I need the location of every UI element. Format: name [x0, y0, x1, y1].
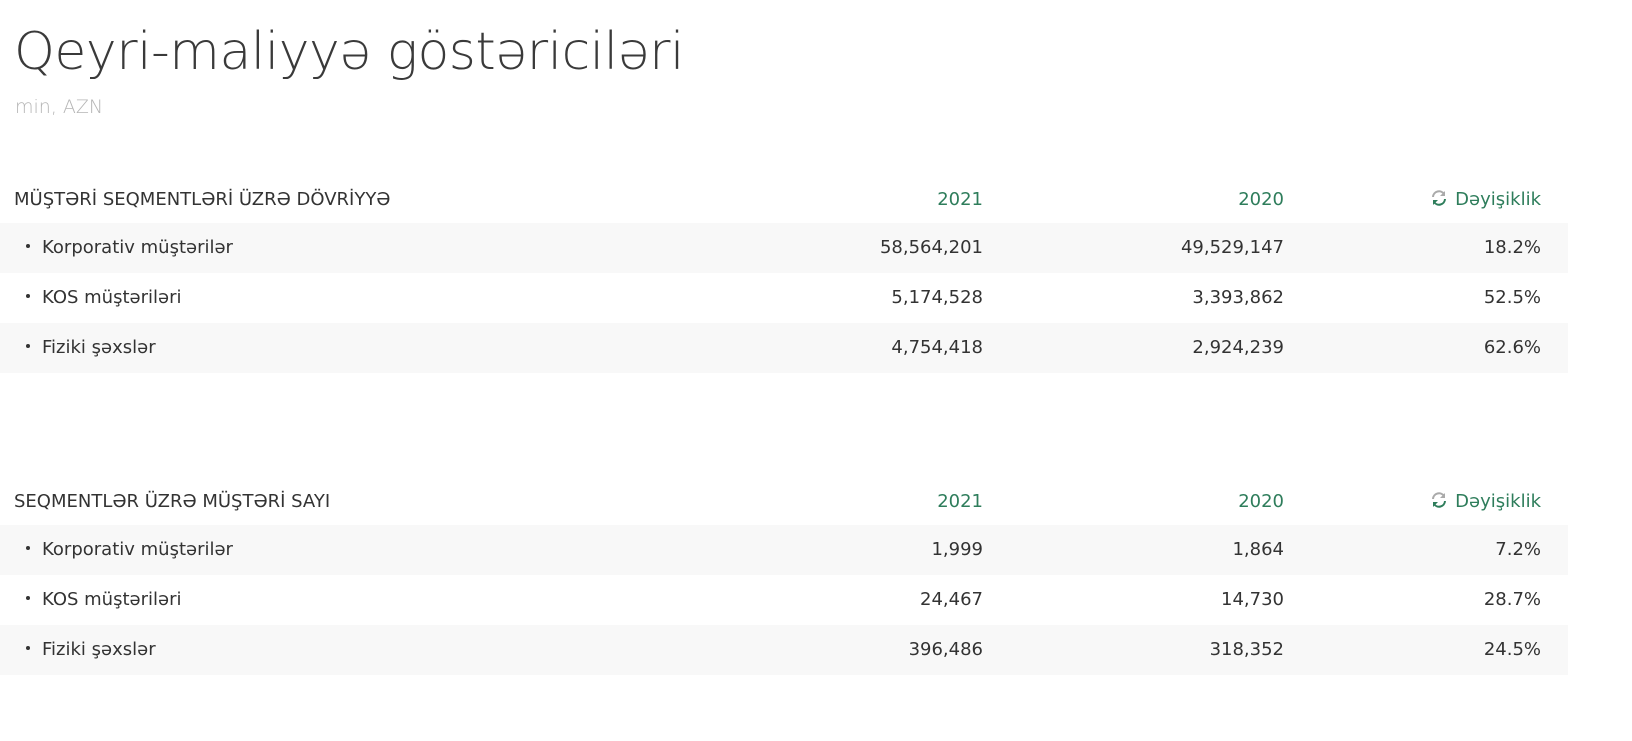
table-header: MÜŞTƏRİ SEQMENTLƏRİ ÜZRƏ DÖVRİYYƏ 2021 2…: [0, 177, 1568, 223]
value-change: 52.5%: [1483, 287, 1541, 308]
row-label-text: Fiziki şəxslər: [42, 337, 156, 358]
refresh-icon: [1430, 189, 1448, 207]
value-2020: 2,924,239: [1192, 337, 1284, 358]
column-2021: 2021: [937, 189, 983, 210]
table-0: MÜŞTƏRİ SEQMENTLƏRİ ÜZRƏ DÖVRİYYƏ 2021 2…: [0, 177, 1568, 373]
row-label: KOS müştəriləri: [26, 287, 181, 308]
value-change: 24.5%: [1483, 639, 1541, 660]
page-subtitle: min, AZN: [15, 96, 104, 118]
value-change: 62.6%: [1483, 337, 1541, 358]
column-change-label: Dəyişiklik: [1455, 189, 1541, 210]
column-change: Dəyişiklik: [1430, 189, 1541, 210]
table-row: Korporativ müştərilər 58,564,201 49,529,…: [0, 223, 1568, 273]
row-label-text: Korporativ müştərilər: [42, 539, 233, 560]
value-change: 28.7%: [1483, 589, 1541, 610]
table-row: KOS müştəriləri 24,467 14,730 28.7%: [0, 575, 1568, 625]
value-2020: 14,730: [1221, 589, 1284, 610]
bullet-icon: [26, 344, 30, 348]
row-label: Fiziki şəxslər: [26, 337, 156, 358]
table-title: MÜŞTƏRİ SEQMENTLƏRİ ÜZRƏ DÖVRİYYƏ: [14, 189, 391, 210]
table-row: Korporativ müştərilər 1,999 1,864 7.2%: [0, 525, 1568, 575]
value-2021: 24,467: [920, 589, 983, 610]
table-title: SEQMENTLƏR ÜZRƏ MÜŞTƏRİ SAYI: [14, 491, 331, 512]
row-label-text: KOS müştəriləri: [42, 287, 182, 308]
value-2020: 49,529,147: [1180, 237, 1284, 258]
table-row: Fiziki şəxslər 4,754,418 2,924,239 62.6%: [0, 323, 1568, 373]
table-row: Fiziki şəxslər 396,486 318,352 24.5%: [0, 625, 1568, 675]
value-2020: 1,864: [1232, 539, 1284, 560]
column-2021: 2021: [937, 491, 983, 512]
table-1: SEQMENTLƏR ÜZRƏ MÜŞTƏRİ SAYI 2021 2020 D…: [0, 479, 1568, 675]
row-label: Korporativ müştərilər: [26, 539, 233, 560]
bullet-icon: [26, 244, 30, 248]
value-2021: 396,486: [908, 639, 983, 660]
value-2021: 5,174,528: [891, 287, 983, 308]
bullet-icon: [26, 646, 30, 650]
refresh-icon: [1430, 491, 1448, 509]
bullet-icon: [26, 294, 30, 298]
column-change: Dəyişiklik: [1430, 491, 1541, 512]
table-row: KOS müştəriləri 5,174,528 3,393,862 52.5…: [0, 273, 1568, 323]
page-title: Qeyri-maliyyə göstəriciləri: [14, 22, 684, 82]
row-label-text: KOS müştəriləri: [42, 589, 182, 610]
column-2020: 2020: [1238, 189, 1284, 210]
value-2020: 318,352: [1209, 639, 1284, 660]
column-2020: 2020: [1238, 491, 1284, 512]
row-label: KOS müştəriləri: [26, 589, 181, 610]
value-2020: 3,393,862: [1192, 287, 1284, 308]
value-change: 7.2%: [1495, 539, 1541, 560]
value-2021: 4,754,418: [891, 337, 983, 358]
row-label-text: Fiziki şəxslər: [42, 639, 156, 660]
value-2021: 1,999: [931, 539, 983, 560]
bullet-icon: [26, 596, 30, 600]
row-label: Korporativ müştərilər: [26, 237, 233, 258]
row-label-text: Korporativ müştərilər: [42, 237, 233, 258]
bullet-icon: [26, 546, 30, 550]
row-label: Fiziki şəxslər: [26, 639, 156, 660]
column-change-label: Dəyişiklik: [1455, 491, 1541, 512]
value-2021: 58,564,201: [879, 237, 983, 258]
value-change: 18.2%: [1483, 237, 1541, 258]
table-header: SEQMENTLƏR ÜZRƏ MÜŞTƏRİ SAYI 2021 2020 D…: [0, 479, 1568, 525]
